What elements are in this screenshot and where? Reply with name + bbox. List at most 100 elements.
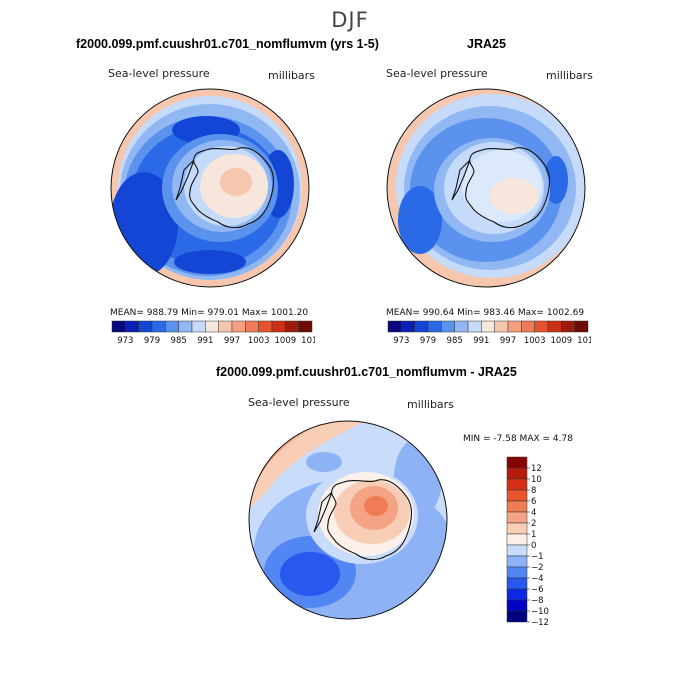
panel-3-colorbar-tick-label: 8 [531, 486, 536, 496]
panel-3-colorbar-cell [506, 599, 528, 612]
panel-3-map-border [248, 420, 448, 620]
panel-2-colorbar-cell [414, 320, 429, 333]
panel-2-colorbar-tick-label: 1015 [577, 336, 591, 346]
panel-2-colorbar-cell [547, 320, 562, 333]
panel-1-colorbar-tick-label: 1003 [248, 336, 270, 346]
panel-1-stats: MEAN= 988.79 Min= 979.01 Max= 1001.20 [110, 308, 309, 318]
panel-1-colorbar-cell [258, 320, 273, 333]
panel-3-low-north [306, 452, 342, 472]
panel-2-colorbar-cell [561, 320, 575, 333]
panel-3-colorbar-tick-label: −10 [531, 607, 549, 617]
panel-2-title: JRA25 [467, 37, 506, 51]
panel-3-colorbar-cell [506, 467, 528, 480]
panel-1-plateau-1003 [220, 168, 252, 196]
panel-3-colorbar-tick-label: −1 [531, 552, 544, 562]
panel-1-map-border [110, 88, 310, 288]
panel-3-colorbar-tick-label: 6 [531, 497, 536, 507]
panel-3-map [248, 420, 448, 620]
panel-3-colorbar-tick-label: 1 [531, 530, 536, 540]
panel-2-variable-label: Sea-level pressure [386, 67, 488, 80]
panel-2-colorbar-cells [387, 320, 589, 333]
panel-1-colorbar-cell [165, 320, 179, 333]
panel-1-title: f2000.099.pmf.cuushr01.c701_nomflumvm (y… [76, 37, 379, 51]
panel-2-low-west [398, 186, 442, 254]
panel-2-coastline [451, 147, 551, 229]
panel-3-colorbar-cell [506, 610, 528, 623]
panel-2-colorbar-cell [481, 320, 495, 333]
panel-1-colorbar-cell [205, 320, 219, 333]
panel-3-title: f2000.099.pmf.cuushr01.c701_nomflumvm - … [216, 365, 517, 379]
panel-2-colorbar-cell [494, 320, 509, 333]
panel-3-colorbar-cell [506, 489, 528, 502]
panel-2-colorbar-cell [521, 320, 535, 333]
panel-1-colorbar-tick-label: 973 [117, 336, 133, 346]
panel-3-colorbar-cell [506, 478, 528, 491]
panel-2-colorbar-tick-label: 1009 [551, 336, 573, 346]
panel-2-units-label: millibars [546, 69, 593, 82]
panel-1-colorbar-tick-label: 991 [197, 336, 213, 346]
panel-3-colorbar-cell [506, 555, 528, 568]
panel-3-colorbar-tick-label: −8 [531, 596, 544, 606]
panel-3-colorbar-tick-label: −4 [531, 574, 544, 584]
panel-3-colorbar-cell [506, 533, 528, 546]
panel-2-colorbar-cell [574, 320, 589, 333]
panel-1-colorbar-ticks: 973 979 985 991 997 1003 1009 1015 [117, 336, 315, 346]
panel-2-colorbar-cell [467, 320, 482, 333]
panel-1-coastline [175, 147, 275, 229]
panel-2-low-east [544, 156, 568, 204]
panel-3-colorbar-cell [506, 511, 528, 524]
panel-2-colorbar-tick-label: 991 [473, 336, 489, 346]
panel-1-colorbar-cell [138, 320, 153, 333]
figure-title: DJF [331, 8, 369, 32]
panel-3-colorbar-cell [506, 566, 528, 579]
panel-1-colorbar-cell [245, 320, 259, 333]
panel-3-colorbar-tick-label: −12 [531, 618, 549, 627]
panel-1-colorbar-cells [111, 320, 313, 333]
panel-2-colorbar-tick-label: 973 [393, 336, 409, 346]
panel-2-stats: MEAN= 990.64 Min= 983.46 Max= 1002.69 [386, 308, 585, 318]
panel-1-colorbar-tick-label: 1015 [301, 336, 315, 346]
panel-2-colorbar-cell [454, 320, 469, 333]
panel-3-colorbar-cell [506, 500, 528, 513]
panel-3-colorbar-tick-label: 0 [531, 541, 536, 551]
panel-3-colorbar-tick-label: −6 [531, 585, 544, 595]
panel-1-colorbar-cell [298, 320, 313, 333]
panel-1-colorbar-tick-label: 997 [224, 336, 240, 346]
panel-1-colorbar-tick-label: 979 [144, 336, 160, 346]
panel-1-colorbar-cell [191, 320, 206, 333]
panel-2-colorbar-cell [507, 320, 522, 333]
panel-2-colorbar-tick-label: 979 [420, 336, 436, 346]
panel-2-colorbar-cell [387, 320, 402, 333]
panel-2-colorbar-cell [427, 320, 442, 333]
panel-1-colorbar-cell [111, 320, 126, 333]
panel-1-colorbar-cell [178, 320, 193, 333]
panel-1-colorbar-tick-label: 985 [171, 336, 187, 346]
panel-3-colorbar-cell [506, 588, 528, 601]
panel-1-colorbar: 973 979 985 991 997 1003 1009 1015 [111, 320, 315, 346]
panel-3-coastline [313, 479, 413, 561]
panel-3-colorbar-tick-label: −2 [531, 563, 544, 573]
panel-1-low-south [174, 250, 246, 274]
panel-3-units-label: millibars [407, 398, 454, 411]
panel-3-colorbar-cell [506, 544, 528, 557]
panel-3-colorbar-cell [506, 456, 528, 469]
panel-3-colorbar-tick-label: 10 [531, 475, 542, 485]
panel-3-colorbar-tick-label: 12 [531, 464, 542, 474]
panel-1-variable-label: Sea-level pressure [108, 67, 210, 80]
panel-2-colorbar-tick-label: 1003 [524, 336, 546, 346]
panel-3-colorbar-cell [506, 577, 528, 590]
panel-2-colorbar-tick-label: 985 [447, 336, 463, 346]
panel-3-variable-label: Sea-level pressure [248, 396, 350, 409]
panel-1-colorbar-cell [218, 320, 233, 333]
panel-1-colorbar-cell [231, 320, 246, 333]
panel-2-map [386, 88, 586, 288]
panel-2-plateau-1000 [490, 178, 538, 214]
panel-2-colorbar-cell [401, 320, 415, 333]
panel-2-colorbar-tick-label: 997 [500, 336, 516, 346]
panel-3-colorbar-tick-label: 2 [531, 519, 536, 529]
panel-1-colorbar-cell [151, 320, 166, 333]
panel-1-colorbar-tick-label: 1009 [275, 336, 297, 346]
panel-1-colorbar-cell [285, 320, 299, 333]
